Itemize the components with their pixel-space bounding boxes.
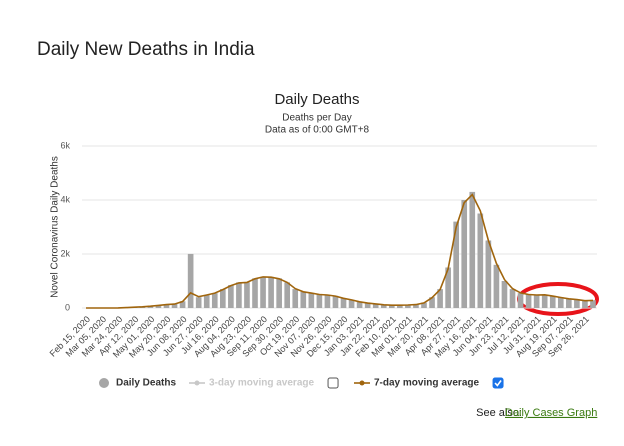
legend-symbol (99, 378, 109, 388)
bar (348, 299, 355, 308)
bar (590, 300, 596, 308)
bar (155, 305, 162, 308)
bar (187, 253, 194, 308)
bar (501, 281, 508, 308)
bar (195, 297, 202, 308)
legend-checkbox[interactable] (492, 377, 504, 389)
chart-subtitle: Deaths per Day (282, 113, 351, 124)
legend-label[interactable]: 7-day moving average (374, 378, 479, 389)
bar (276, 278, 282, 308)
y-tick-label: 6k (60, 140, 70, 150)
y-tick-label: 4k (60, 194, 70, 204)
bar (445, 267, 451, 308)
bar (421, 302, 427, 308)
legend-label[interactable]: 3-day moving average (209, 378, 314, 389)
bar (324, 294, 331, 308)
bar (179, 301, 186, 308)
bar (429, 297, 435, 308)
legend-symbol (194, 380, 200, 386)
bar (557, 297, 564, 308)
bar (380, 304, 387, 308)
bar (244, 282, 250, 308)
bar (525, 294, 532, 308)
bar (260, 276, 266, 308)
bar (364, 303, 371, 308)
bar (316, 294, 323, 308)
bar (493, 264, 500, 308)
bar (485, 240, 492, 308)
page-heading: Daily New Deaths in India (37, 39, 255, 60)
bar (332, 295, 339, 308)
legend-symbol (359, 380, 365, 386)
y-axis-label: Novel Coronavirus Daily Deaths (50, 156, 61, 298)
y-tick-label: 2k (60, 248, 70, 258)
bar (509, 289, 516, 308)
bar (308, 293, 315, 308)
bar (388, 305, 395, 308)
bar (461, 200, 468, 308)
bar (541, 294, 548, 308)
y-tick-label: 0 (65, 302, 70, 312)
checkbox-check (494, 380, 502, 387)
daily-cases-link[interactable]: Daily Cases Graph (505, 407, 597, 419)
bar (292, 289, 299, 308)
bar (549, 295, 556, 308)
bar (252, 278, 258, 308)
bar (236, 282, 242, 308)
bar (437, 289, 443, 308)
bar (211, 293, 218, 308)
chart-subtitle: Data as of 0:00 GMT+8 (265, 125, 370, 136)
bar (372, 303, 379, 308)
bar (171, 303, 178, 308)
bar (284, 282, 291, 308)
moving-average-line (86, 193, 594, 309)
see-also-label: See also: (476, 407, 522, 419)
bar (397, 305, 403, 308)
bar (268, 276, 274, 308)
bar (533, 295, 540, 308)
bar (453, 221, 459, 308)
bar (220, 289, 226, 308)
bar (574, 299, 580, 308)
chart-title: Daily Deaths (274, 91, 359, 108)
bar (517, 293, 524, 308)
bar (477, 213, 484, 308)
bar (203, 295, 210, 308)
legend-checkbox[interactable] (327, 377, 339, 389)
bar (566, 298, 572, 308)
bar (163, 304, 170, 308)
bar (582, 300, 588, 308)
bar (469, 191, 476, 308)
bar (405, 305, 411, 308)
bar (228, 285, 234, 308)
bar (356, 301, 363, 308)
bar (340, 298, 347, 308)
bar (300, 291, 307, 308)
legend-label[interactable]: Daily Deaths (116, 378, 176, 389)
bar (147, 306, 154, 308)
bar (413, 304, 419, 308)
